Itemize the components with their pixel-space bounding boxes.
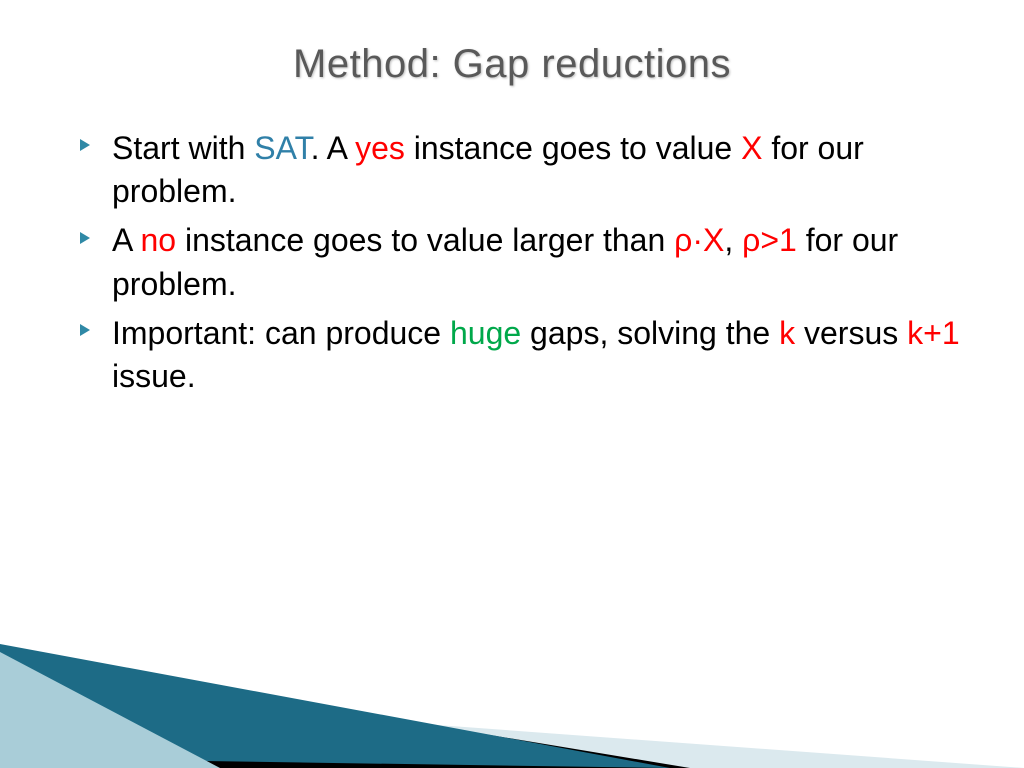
slide-title: Method: Gap reductions	[0, 0, 1024, 87]
bullet-run: k	[779, 315, 795, 351]
corner-decoration	[0, 608, 1024, 768]
bullet-run: ρ·X	[674, 222, 724, 258]
decor-dark	[0, 644, 670, 768]
slide: Method: Gap reductions Start with SAT. A…	[0, 0, 1024, 768]
slide-body: Start with SAT. A yes instance goes to v…	[0, 87, 1024, 398]
bullet-marker-icon	[80, 139, 90, 151]
bullet-run: Start with	[112, 130, 254, 166]
decor-black	[0, 654, 690, 768]
bullet-run: instance goes to value larger than	[176, 222, 674, 258]
decor-pale	[0, 693, 1024, 768]
bullet-run: no	[140, 222, 176, 258]
bullet-item: Start with SAT. A yes instance goes to v…	[80, 127, 964, 213]
bullet-run: k+1	[907, 315, 959, 351]
decor-light	[0, 652, 220, 768]
bullet-run: yes	[355, 130, 405, 166]
bullet-run: versus	[795, 315, 907, 351]
bullet-run: instance goes to value	[405, 130, 741, 166]
bullet-marker-icon	[80, 232, 90, 244]
bullet-item: Important: can produce huge gaps, solvin…	[80, 312, 964, 398]
bullet-run: ,	[724, 222, 742, 258]
bullet-run: Important: can produce	[112, 315, 450, 351]
bullet-run: A	[112, 222, 140, 258]
bullet-item: A no instance goes to value larger than …	[80, 219, 964, 305]
bullet-run: . A	[311, 130, 355, 166]
bullet-run: issue.	[112, 358, 196, 394]
bullet-run: gaps, solving the	[521, 315, 779, 351]
bullet-run: X	[741, 130, 762, 166]
bullet-run: SAT	[254, 130, 310, 166]
bullet-run: huge	[450, 315, 521, 351]
bullet-run: ρ>1	[742, 222, 797, 258]
bullet-marker-icon	[80, 324, 90, 336]
